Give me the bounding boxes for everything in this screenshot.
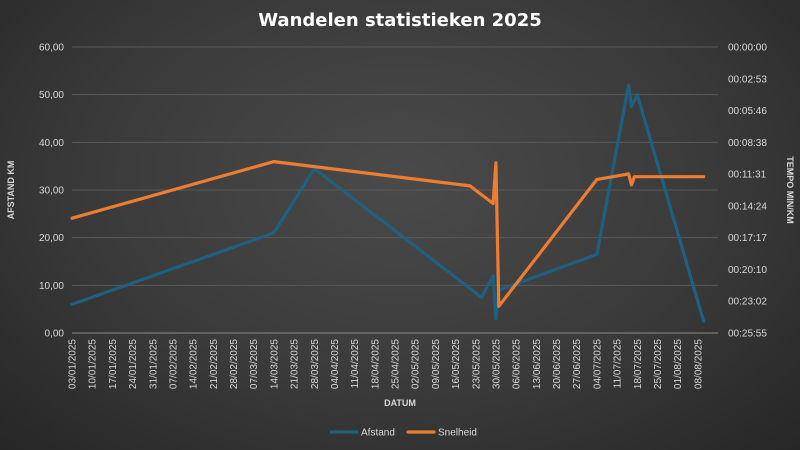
x-tick-label: 17/01/2025 (108, 339, 119, 389)
y-tick-label: 10,00 (39, 281, 64, 292)
series (70, 83, 706, 323)
y-tick-label: 20,00 (39, 233, 64, 244)
x-tick-label: 10/01/2025 (88, 339, 99, 389)
y-tick-label: 60,00 (39, 43, 64, 54)
y-axis-right: 00:00:00 00:02:53 00:05:46 00:08:38 00:11:31… (728, 43, 767, 340)
x-tick-label: 09/05/2025 (431, 339, 442, 389)
x-tick-label: 27/06/2025 (572, 339, 583, 389)
y2-axis-label: TEMPO MIN/KM (785, 156, 795, 224)
y-tick-label: 40,00 (39, 138, 64, 149)
x-tick-label: 07/02/2025 (168, 339, 179, 389)
x-tick-label: 04/04/2025 (330, 339, 341, 389)
x-tick-label: 18/07/2025 (633, 339, 644, 389)
y-tick-label: 50,00 (39, 90, 64, 101)
x-tick-label: 14/03/2025 (269, 339, 280, 389)
x-tick-label: 06/06/2025 (512, 339, 523, 389)
x-tick-label: 01/08/2025 (673, 339, 684, 389)
legend-label: Afstand (361, 428, 395, 439)
x-tick-label: 24/01/2025 (128, 339, 139, 389)
series-line-snelheid (70, 160, 706, 308)
y2-tick-label: 00:11:31 (728, 170, 767, 181)
y2-tick-label: 00:05:46 (728, 106, 767, 117)
x-axis: 03/01/2025 10/01/2025 17/01/2025 24/01/2025… (68, 339, 705, 389)
y2-tick-label: 00:02:53 (728, 74, 767, 85)
x-tick-label: 30/05/2025 (491, 339, 502, 389)
y2-tick-label: 00:20:10 (728, 265, 767, 276)
x-tick-label: 20/06/2025 (552, 339, 563, 389)
x-tick-label: 07/03/2025 (249, 339, 260, 389)
legend-label: Snelheid (438, 428, 477, 439)
x-tick-label: 16/05/2025 (451, 339, 462, 389)
y-axis-left: 0,00 10,00 20,00 30,00 40,00 50,00 60,00 (39, 43, 64, 340)
y2-tick-label: 00:14:24 (728, 201, 767, 212)
y2-tick-label: 00:17:17 (728, 233, 767, 244)
x-tick-label: 03/01/2025 (68, 339, 79, 389)
x-tick-label: 21/03/2025 (290, 339, 301, 389)
x-tick-label: 14/02/2025 (189, 339, 200, 389)
x-axis-label: DATUM (384, 398, 416, 408)
x-tick-label: 02/05/2025 (411, 339, 422, 389)
y-axis-label: AFSTAND KM (6, 161, 16, 220)
x-tick-label: 11/07/2025 (613, 339, 624, 389)
x-tick-label: 25/04/2025 (391, 339, 402, 389)
x-tick-label: 28/02/2025 (229, 339, 240, 389)
x-tick-label: 31/01/2025 (148, 339, 159, 389)
x-tick-label: 23/05/2025 (471, 339, 482, 389)
y-tick-label: 0,00 (45, 329, 65, 340)
y2-tick-label: 00:25:55 (728, 329, 767, 340)
x-tick-label: 13/06/2025 (532, 339, 543, 389)
x-tick-label: 25/07/2025 (653, 339, 664, 389)
x-tick-label: 04/07/2025 (592, 339, 603, 389)
x-tick-label: 08/08/2025 (693, 339, 704, 389)
gridlines (72, 46, 718, 334)
x-tick-label: 18/04/2025 (370, 339, 381, 389)
chart-title: Wandelen statistieken 2025 (258, 10, 542, 31)
x-tick-label: 28/03/2025 (310, 339, 321, 389)
y2-tick-label: 00:08:38 (728, 138, 767, 149)
legend: Afstand Snelheid (329, 428, 477, 439)
y-tick-label: 30,00 (39, 186, 64, 197)
x-tick-label: 11/04/2025 (350, 339, 361, 389)
x-tick-label: 21/02/2025 (209, 339, 220, 389)
y2-tick-label: 00:00:00 (728, 43, 767, 54)
y2-tick-label: 00:23:02 (728, 297, 767, 308)
